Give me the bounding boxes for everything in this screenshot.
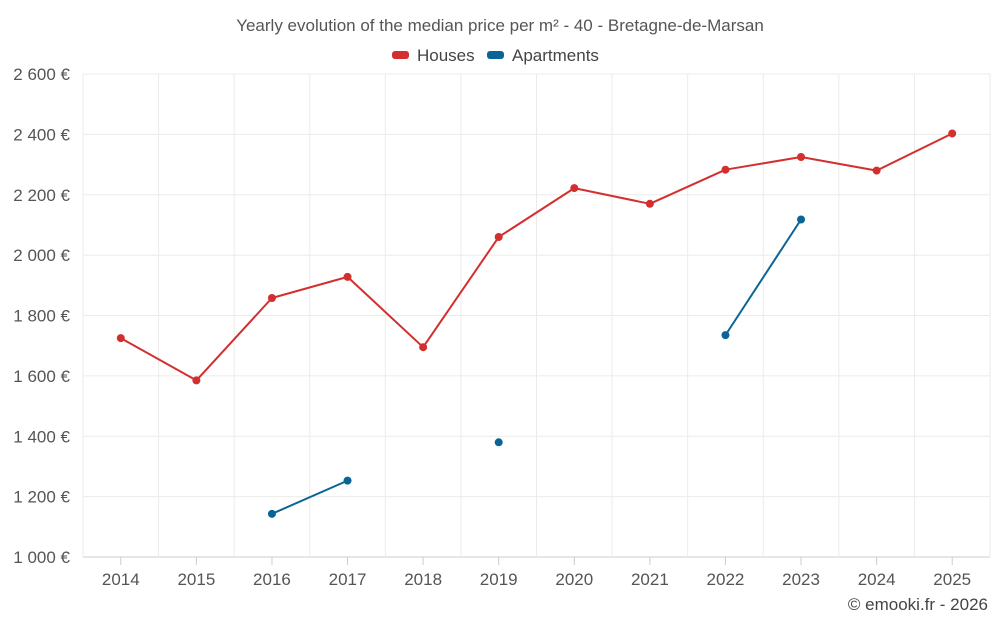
legend: Houses Apartments [392, 46, 599, 65]
legend-swatch-houses [392, 51, 409, 59]
data-point-houses[interactable] [948, 129, 957, 138]
x-axis: 2014 2015 2016 2017 2018 2019 2020 2021 2022 2023… [102, 557, 971, 589]
y-tick-label: 2 600 € [13, 65, 70, 84]
data-point-houses[interactable] [419, 343, 428, 352]
data-point-apartments[interactable] [267, 509, 276, 518]
legend-item-houses[interactable]: Houses [392, 46, 475, 65]
series-apartments [267, 215, 806, 518]
x-tick-label: 2015 [177, 570, 215, 589]
y-tick-label: 1 200 € [13, 488, 70, 507]
data-point-apartments[interactable] [343, 476, 352, 485]
legend-label-apartments: Apartments [512, 46, 599, 65]
x-tick-label: 2024 [858, 570, 896, 589]
series-line-apartments [271, 479, 348, 515]
legend-label-houses: Houses [417, 46, 475, 65]
data-point-houses[interactable] [797, 153, 806, 162]
series-layer [116, 129, 957, 518]
series-houses [116, 129, 957, 385]
x-tick-label: 2017 [329, 570, 367, 589]
x-tick-label: 2021 [631, 570, 669, 589]
y-tick-label: 1 000 € [13, 548, 70, 567]
data-point-houses[interactable] [267, 293, 276, 302]
data-point-houses[interactable] [645, 199, 654, 208]
x-tick-label: 2022 [707, 570, 745, 589]
legend-swatch-apartments [487, 51, 504, 59]
y-tick-label: 2 000 € [13, 246, 70, 265]
data-point-houses[interactable] [721, 165, 730, 174]
legend-item-apartments[interactable]: Apartments [487, 46, 599, 65]
grid [82, 73, 991, 558]
data-point-apartments[interactable] [721, 331, 730, 340]
y-tick-label: 1 600 € [13, 367, 70, 386]
data-point-houses[interactable] [343, 272, 352, 281]
credit-text: © emooki.fr - 2026 [848, 595, 988, 614]
y-axis: 1 000 € 1 200 € 1 400 € 1 600 € 1 800 € 2 000… [13, 65, 70, 567]
x-tick-label: 2023 [782, 570, 820, 589]
data-point-houses[interactable] [570, 184, 579, 193]
data-point-houses[interactable] [872, 166, 881, 175]
y-tick-label: 1 400 € [13, 427, 70, 446]
y-tick-label: 2 200 € [13, 186, 70, 205]
data-point-apartments[interactable] [494, 438, 503, 447]
data-point-houses[interactable] [116, 334, 125, 343]
y-tick-label: 1 800 € [13, 307, 70, 326]
x-tick-label: 2018 [404, 570, 442, 589]
series-line-houses [120, 132, 953, 382]
data-point-apartments[interactable] [797, 215, 806, 224]
data-point-houses[interactable] [192, 376, 201, 385]
x-tick-label: 2025 [933, 570, 971, 589]
chart-title: Yearly evolution of the median price per… [236, 16, 764, 35]
x-tick-label: 2020 [555, 570, 593, 589]
y-tick-label: 2 400 € [13, 125, 70, 144]
series-line-apartments [724, 218, 802, 336]
x-tick-label: 2019 [480, 570, 518, 589]
data-point-houses[interactable] [494, 233, 503, 242]
x-tick-label: 2016 [253, 570, 291, 589]
x-tick-label: 2014 [102, 570, 140, 589]
